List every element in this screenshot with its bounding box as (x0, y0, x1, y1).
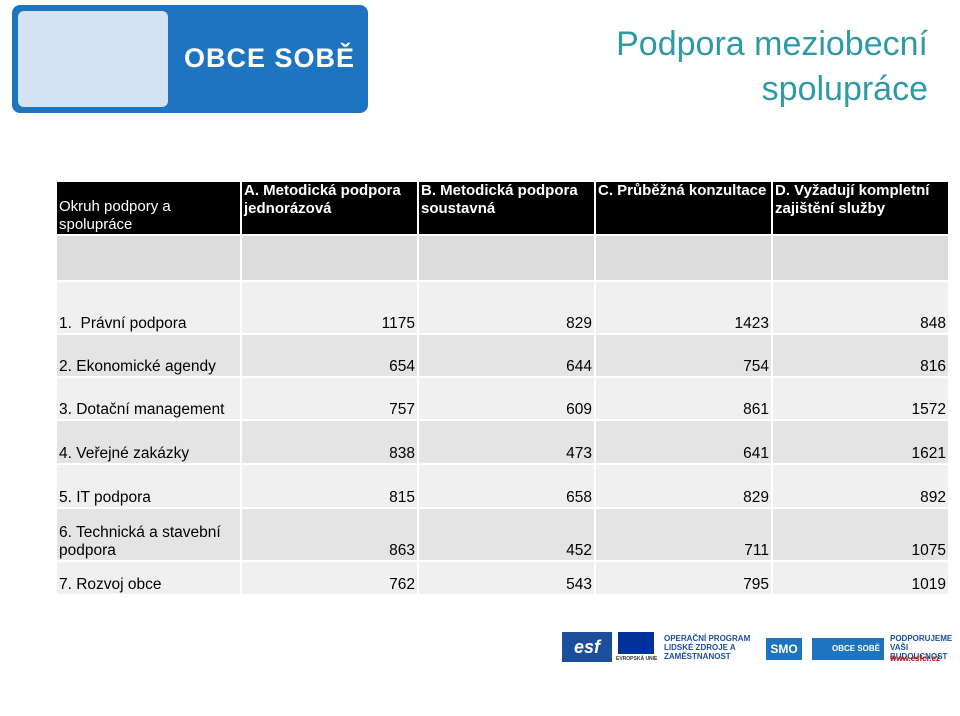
value-cell: 762 (242, 560, 417, 594)
value-cell: 711 (596, 507, 771, 560)
slogan: PODPORUJEME VAŠI BUDOUCNOST (890, 634, 953, 661)
value-cell: 848 (773, 280, 948, 333)
data-row: 5. IT podpora 815 658 829 892 (57, 463, 948, 507)
value-cell: 609 (419, 376, 594, 419)
value-cell: 1075 (773, 507, 948, 560)
column-header: A. Metodická podpora jednorázová (242, 182, 417, 234)
label-cell: 4. Veřejné zakázky (57, 419, 240, 463)
empty-cell (596, 234, 771, 280)
value-cell: 795 (596, 560, 771, 594)
label-cell: 6. Technická a stavební podpora (57, 507, 240, 560)
value-cell: 892 (773, 463, 948, 507)
value-cell: 757 (242, 376, 417, 419)
value-cell: 829 (419, 280, 594, 333)
data-row: 6. Technická a stavební podpora 863 452 711… (57, 507, 948, 560)
data-row: 4. Veřejné zakázky 838 473 641 1621 (57, 419, 948, 463)
esf-logo: esf (562, 632, 612, 662)
value-cell: 838 (242, 419, 417, 463)
header-row: Okruh podpory a spolupráce A. Metodická p… (57, 182, 948, 234)
footer-logos: esf EVROPSKÁ UNIE OPERAČNÍ PROGRAM LIDSK… (560, 630, 960, 666)
label-cell: 2. Ekonomické agendy (57, 333, 240, 376)
label-cell: 3. Dotační management (57, 376, 240, 419)
value-cell: 543 (419, 560, 594, 594)
column-header: Okruh podpory a spolupráce (57, 182, 240, 234)
column-header: B. Metodická podpora soustavná (419, 182, 594, 234)
value-cell: 815 (242, 463, 417, 507)
value-cell: 641 (596, 419, 771, 463)
value-cell: 816 (773, 333, 948, 376)
value-cell: 1019 (773, 560, 948, 594)
value-cell: 829 (596, 463, 771, 507)
value-cell: 473 (419, 419, 594, 463)
value-cell: 861 (596, 376, 771, 419)
value-cell: 1175 (242, 280, 417, 333)
value-cell: 658 (419, 463, 594, 507)
smo-logo: SMO (766, 638, 802, 660)
op-text: OPERAČNÍ PROGRAM LIDSKÉ ZDROJE A ZAMĚSTN… (664, 634, 751, 661)
value-cell: 452 (419, 507, 594, 560)
data-row: 3. Dotační management 757 609 861 1572 (57, 376, 948, 419)
label-cell: 1. Právní podpora (57, 280, 240, 333)
value-cell: 644 (419, 333, 594, 376)
label-cell: 5. IT podpora (57, 463, 240, 507)
label-cell: 7. Rozvoj obce (57, 560, 240, 594)
column-header: D. Vyžadují kompletní zajištění služby (773, 182, 948, 234)
value-cell: 863 (242, 507, 417, 560)
url: www.esfcr.cz (890, 654, 940, 663)
column-header: C. Průběžná konzultace (596, 182, 771, 234)
empty-cell (419, 234, 594, 280)
value-cell: 1423 (596, 280, 771, 333)
value-cell: 1621 (773, 419, 948, 463)
table: Okruh podpory a spolupráce A. Metodická p… (55, 182, 950, 594)
obce-logo: OBCE SOBĚ (812, 638, 884, 660)
title: Podpora meziobecní spolupráce (616, 25, 928, 108)
empty-cell (242, 234, 417, 280)
logo-text: OBCE SOBĚ (184, 43, 356, 73)
logo: OBCE SOBĚ (12, 5, 368, 113)
empty-row (57, 234, 948, 280)
value-cell: 1572 (773, 376, 948, 419)
data-row: 7. Rozvoj obce 762 543 795 1019 (57, 560, 948, 594)
empty-cell (773, 234, 948, 280)
puzzle-icon (18, 11, 168, 107)
eu-text: EVROPSKÁ UNIE (616, 656, 658, 662)
data-row: 1. Právní podpora 1175 829 1423 848 (57, 280, 948, 333)
data-row: 2. Ekonomické agendy 654 644 754 816 (57, 333, 948, 376)
value-cell: 754 (596, 333, 771, 376)
empty-cell (57, 234, 240, 280)
value-cell: 654 (242, 333, 417, 376)
eu-flag (618, 632, 654, 654)
